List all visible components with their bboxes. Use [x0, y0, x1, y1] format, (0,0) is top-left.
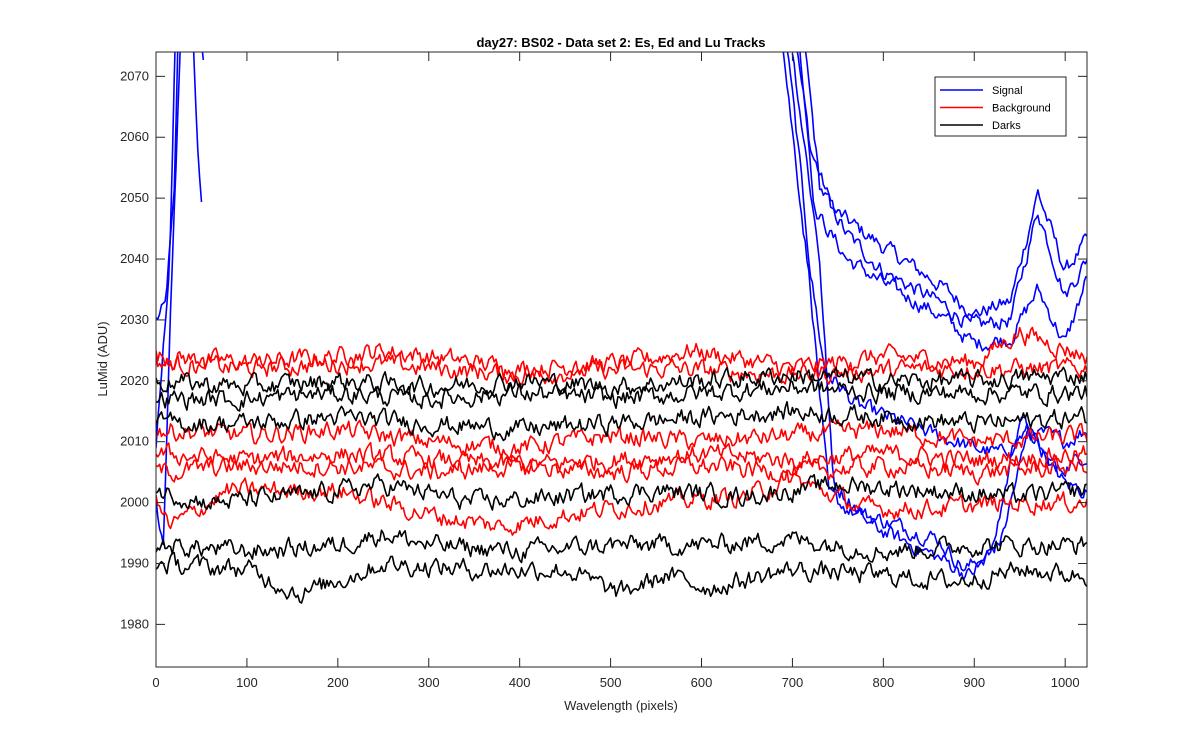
x-tick-label: 1000 — [1051, 675, 1080, 690]
x-tick-label: 200 — [327, 675, 349, 690]
chart-title: day27: BS02 - Data set 2: Es, Ed and Lu … — [476, 35, 765, 50]
x-tick-label: 600 — [691, 675, 713, 690]
series-line-signal-1 — [156, 52, 176, 448]
series-line-darks-19 — [156, 529, 1087, 564]
series-line-signal-4 — [804, 52, 1087, 331]
legend-box — [934, 76, 1067, 137]
series-line-darks-15 — [156, 366, 1087, 400]
x-tick-label: 700 — [782, 675, 804, 690]
y-tick-label: 1990 — [120, 555, 149, 570]
x-tick-label: 500 — [600, 675, 622, 690]
series-line-darks-17 — [156, 401, 1087, 442]
series-line-background-12 — [156, 441, 1087, 475]
y-tick-label: 2060 — [120, 129, 149, 144]
x-tick-label: 900 — [963, 675, 985, 690]
y-tick-label: 2050 — [120, 190, 149, 205]
x-tick-label: 800 — [872, 675, 894, 690]
series-line-background-10 — [156, 352, 1087, 386]
plot-frame — [155, 51, 1088, 668]
y-tick-label: 2010 — [120, 434, 149, 449]
legend-label: Signal — [992, 85, 1023, 97]
y-tick-label: 2070 — [120, 68, 149, 83]
series-line-darks-16 — [156, 379, 1087, 412]
series-line-signal-2 — [156, 52, 205, 546]
y-tick-label: 1980 — [120, 616, 149, 631]
y-tick-label: 2030 — [120, 312, 149, 327]
series-layer — [156, 52, 1087, 604]
legend-label: Darks — [992, 120, 1021, 132]
y-tick-label: 2000 — [120, 495, 149, 510]
legend: Signal Background Darks — [934, 76, 1067, 137]
tick-layer: 0 100 200 300 400 500 600 700 800 900 1000 1980 1990… — [120, 52, 1087, 690]
y-axis-label: LuMid (ADU) — [95, 321, 110, 396]
series-line-darks-20 — [156, 551, 1087, 604]
series-line-background-11 — [156, 419, 1087, 459]
y-tick-label: 2020 — [120, 373, 149, 388]
y-tick-label: 2040 — [120, 251, 149, 266]
series-line-signal-0 — [156, 52, 203, 320]
series-line-signal-3 — [796, 52, 1087, 323]
x-axis-label: Wavelength (pixels) — [564, 698, 678, 713]
series-line-darks-18 — [156, 473, 1087, 511]
series-line-background-9 — [156, 326, 1087, 383]
x-tick-label: 0 — [152, 675, 159, 690]
x-tick-label: 300 — [418, 675, 440, 690]
x-tick-label: 400 — [509, 675, 531, 690]
x-tick-label: 100 — [236, 675, 258, 690]
series-line-signal-5 — [799, 52, 1087, 352]
legend-label: Background — [992, 103, 1051, 115]
series-line-background-13 — [156, 454, 1087, 486]
